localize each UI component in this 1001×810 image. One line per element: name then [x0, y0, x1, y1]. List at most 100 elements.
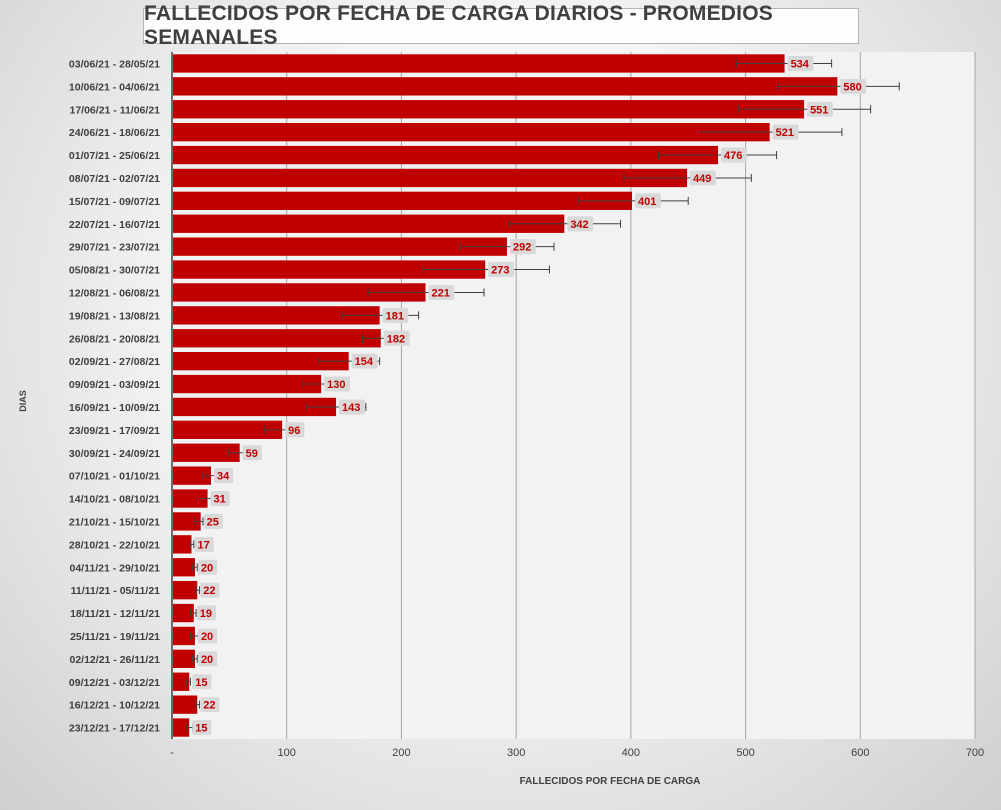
data-label-box [428, 284, 455, 300]
data-label-box [194, 536, 214, 552]
category-label: 24/06/21 - 18/06/21 [69, 127, 160, 139]
category-label: 29/07/21 - 23/07/21 [69, 242, 160, 254]
data-label: 449 [693, 173, 711, 185]
data-label: 154 [355, 356, 374, 368]
category-label: 09/12/21 - 03/12/21 [69, 677, 160, 689]
data-label: 15 [195, 677, 207, 689]
bar [173, 283, 426, 302]
category-label: 11/11/21 - 05/11/21 [71, 585, 160, 597]
data-label-box [488, 262, 514, 278]
x-tick-label: - [170, 747, 174, 759]
category-label: 18/11/21 - 12/11/21 [70, 608, 160, 620]
data-label-box [382, 307, 409, 323]
category-label: 09/09/21 - 03/09/21 [69, 379, 160, 391]
bar [173, 214, 565, 233]
bar [173, 237, 507, 256]
data-label-box [214, 468, 234, 484]
bar [173, 443, 240, 462]
bar [173, 260, 486, 279]
data-label: 31 [214, 494, 226, 506]
data-label-box [196, 605, 216, 621]
data-label: 342 [570, 219, 588, 231]
x-tick-label: 100 [278, 747, 296, 759]
data-label: 22 [203, 585, 215, 597]
data-label: 521 [776, 127, 794, 139]
bar [173, 77, 838, 96]
bar [173, 122, 770, 142]
data-label: 130 [327, 379, 345, 391]
category-label: 02/12/21 - 26/11/21 [70, 654, 161, 666]
bar [173, 512, 201, 531]
bar [173, 191, 633, 211]
bar [173, 397, 337, 417]
category-label: 17/06/21 - 11/06/21 [70, 104, 161, 116]
bar [173, 603, 194, 623]
data-label: 19 [200, 608, 212, 620]
data-label: 22 [203, 700, 215, 712]
bar [173, 306, 380, 325]
data-label-box [339, 399, 365, 415]
data-label-box [197, 651, 218, 667]
bar [173, 672, 190, 691]
bar [173, 374, 322, 394]
data-label-box [203, 513, 223, 529]
category-label: 25/11/21 - 19/11/21 [70, 631, 160, 643]
bar [173, 168, 688, 188]
data-label-box [210, 491, 230, 507]
data-label-box [635, 193, 661, 209]
bar [173, 54, 785, 73]
data-label: 143 [342, 402, 360, 414]
bar [173, 695, 198, 714]
bar [173, 718, 190, 737]
data-label: 292 [513, 242, 531, 254]
bar [173, 466, 212, 485]
bar [173, 535, 192, 554]
data-label-box [383, 330, 410, 346]
category-label: 21/10/21 - 15/10/21 [69, 516, 160, 528]
category-label: 30/09/21 - 24/09/21 [69, 448, 160, 460]
data-label: 181 [386, 310, 404, 322]
bar [173, 145, 719, 165]
data-label: 20 [201, 562, 213, 574]
category-label: 19/08/21 - 13/08/21 [69, 310, 160, 322]
x-axis-title: FALLECIDOS POR FECHA DE CARGA [519, 776, 701, 787]
data-label: 15 [195, 723, 207, 735]
x-tick-label: 500 [736, 747, 754, 759]
data-label: 34 [217, 471, 230, 483]
data-label: 534 [791, 58, 810, 70]
data-label-box [242, 445, 262, 461]
data-label: 273 [491, 265, 509, 277]
data-label: 17 [198, 539, 210, 551]
data-label-box [787, 55, 814, 71]
category-label: 15/07/21 - 09/07/21 [69, 196, 160, 208]
x-tick-label: 600 [851, 747, 869, 759]
category-label: 02/09/21 - 27/08/21 [69, 356, 160, 368]
category-label: 16/09/21 - 10/09/21 [69, 402, 160, 414]
bar [173, 329, 381, 348]
category-label: 04/11/21 - 29/10/21 [70, 562, 161, 574]
data-label-box [351, 353, 378, 369]
category-label: 14/10/21 - 08/10/21 [69, 494, 160, 506]
bar [173, 351, 349, 371]
data-label-box [807, 101, 833, 117]
bar [173, 558, 195, 577]
category-label: 08/07/21 - 02/07/21 [69, 173, 160, 185]
category-label: 22/07/21 - 16/07/21 [69, 219, 160, 231]
chart-title: FALLECIDOS POR FECHA DE CARGA DIARIOS - … [143, 2, 859, 49]
data-label: 25 [207, 516, 219, 528]
data-label-box [324, 376, 350, 392]
x-tick-label: 200 [392, 747, 410, 759]
data-label: 59 [246, 448, 258, 460]
data-label-box [197, 628, 218, 644]
category-label: 03/06/21 - 28/05/21 [69, 58, 160, 70]
data-label-box [772, 124, 799, 140]
data-label-box [192, 720, 212, 736]
data-label-box [509, 239, 536, 255]
category-label: 10/06/21 - 04/06/21 [69, 81, 160, 93]
category-label: 28/10/21 - 22/10/21 [69, 539, 160, 551]
data-label: 476 [724, 150, 742, 162]
x-tick-label: 300 [507, 747, 525, 759]
x-tick-label: 400 [622, 747, 640, 759]
